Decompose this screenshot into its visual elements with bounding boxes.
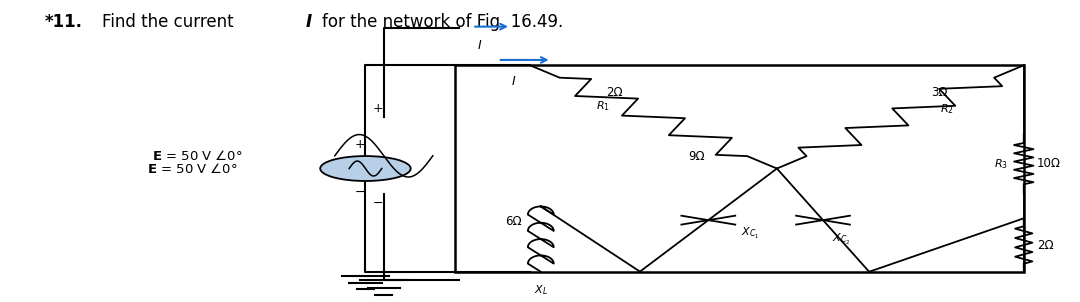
Text: $X_L$: $X_L$ xyxy=(534,284,548,297)
Text: I: I xyxy=(306,13,311,31)
Text: $R_1$: $R_1$ xyxy=(596,99,610,113)
Text: −: − xyxy=(374,197,383,210)
Text: $R_2$: $R_2$ xyxy=(941,102,954,116)
Text: *11.: *11. xyxy=(44,13,82,31)
Text: 3Ω: 3Ω xyxy=(931,86,948,99)
Text: +: + xyxy=(354,138,365,151)
Text: 6Ω: 6Ω xyxy=(504,215,522,228)
Text: 2Ω: 2Ω xyxy=(606,86,622,99)
Text: 2Ω: 2Ω xyxy=(1037,239,1053,252)
Text: for the network of Fig. 16.49.: for the network of Fig. 16.49. xyxy=(323,13,564,31)
Text: Find the current: Find the current xyxy=(102,13,233,31)
Text: $X_{C_2}$: $X_{C_2}$ xyxy=(832,232,850,247)
Text: −: − xyxy=(355,186,365,199)
Text: 9Ω: 9Ω xyxy=(688,150,704,163)
Circle shape xyxy=(320,156,410,181)
Text: $\mathbf{E}$ = 50 V $\angle$0°: $\mathbf{E}$ = 50 V $\angle$0° xyxy=(147,162,238,175)
Text: I: I xyxy=(477,38,482,52)
Text: 10Ω: 10Ω xyxy=(1037,157,1061,170)
Text: +: + xyxy=(373,102,383,115)
Text: $X_{C_1}$: $X_{C_1}$ xyxy=(741,226,759,241)
Text: $R_3$: $R_3$ xyxy=(994,157,1008,171)
Text: I: I xyxy=(512,75,516,88)
Text: $\mathbf{E}$ = 50 V $\angle$0°: $\mathbf{E}$ = 50 V $\angle$0° xyxy=(152,149,243,163)
